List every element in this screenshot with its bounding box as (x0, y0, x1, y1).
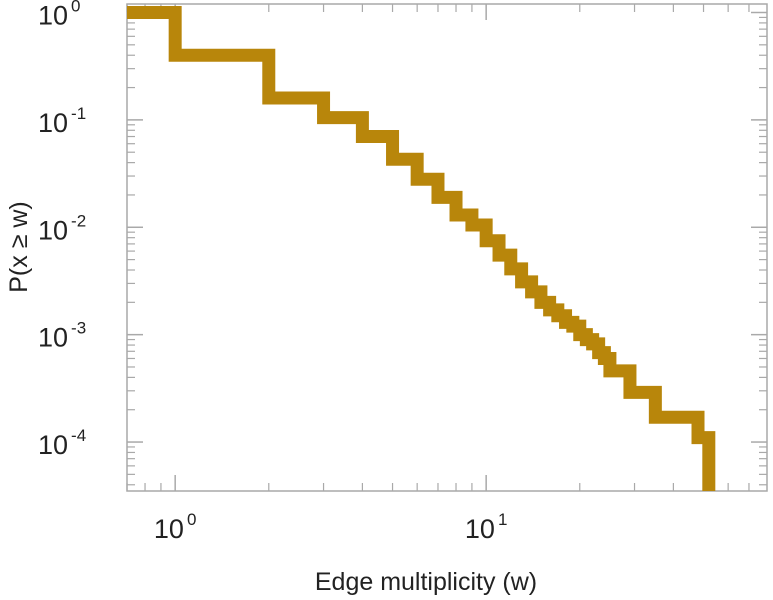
x-tick-label: 10 0 (154, 510, 197, 544)
series-layer (127, 6, 716, 491)
y-tick-label: 10 -1 (38, 104, 86, 138)
ccdf-step-line (127, 6, 716, 491)
y-axis-label: P(x ≥ w) (5, 201, 33, 293)
y-tick-label: 10 -3 (38, 319, 86, 353)
y-tick-label: 10 -2 (38, 211, 86, 245)
minor-ticks (126, 4, 767, 491)
x-tick-label: 10 1 (465, 510, 508, 544)
y-tick-label: 10 0 (38, 0, 81, 31)
y-tick-label: 10 -4 (38, 426, 86, 460)
x-axis-label: Edge multiplicity (w) (315, 568, 537, 596)
plot-frame (126, 3, 768, 492)
